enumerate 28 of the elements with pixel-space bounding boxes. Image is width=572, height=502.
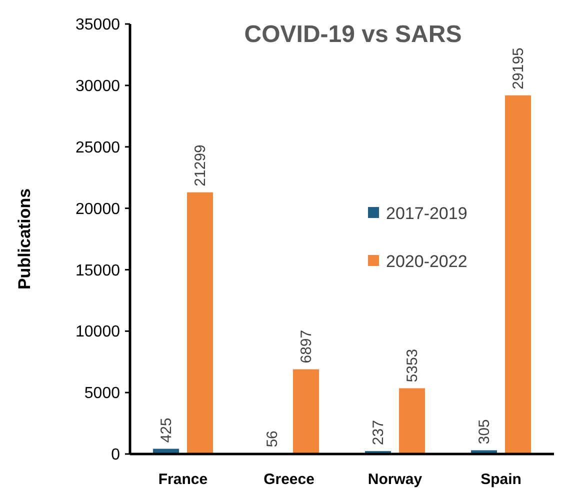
data-label: 21299 bbox=[192, 144, 209, 186]
data-label: 237 bbox=[370, 420, 387, 446]
y-tick-label: 5000 bbox=[84, 385, 120, 402]
legend-label: 2017-2019 bbox=[386, 204, 468, 223]
legend-label: 2020-2022 bbox=[386, 252, 468, 271]
y-tick-label: 15000 bbox=[76, 262, 120, 280]
bar bbox=[505, 95, 531, 454]
x-tick-label: Norway bbox=[368, 471, 423, 488]
bar bbox=[187, 192, 213, 454]
y-tick-label: 20000 bbox=[76, 200, 120, 218]
y-tick-label: 35000 bbox=[76, 16, 120, 34]
y-tick-label: 30000 bbox=[76, 78, 120, 96]
bar bbox=[293, 369, 319, 454]
data-label: 5353 bbox=[404, 348, 421, 382]
data-label: 425 bbox=[158, 418, 175, 443]
bar bbox=[399, 388, 425, 454]
x-tick-label: France bbox=[158, 471, 208, 488]
data-label: 305 bbox=[476, 419, 493, 444]
y-tick-label: 25000 bbox=[76, 139, 120, 156]
y-tick-label: 10000 bbox=[76, 324, 120, 341]
x-tick-label: Spain bbox=[480, 471, 522, 488]
data-label: 6897 bbox=[298, 330, 315, 364]
y-tick-label: 0 bbox=[111, 446, 120, 464]
y-axis-title: Publications bbox=[15, 188, 34, 290]
data-label: 29195 bbox=[510, 48, 527, 90]
x-tick-label: Greece bbox=[264, 471, 314, 488]
data-label: 56 bbox=[264, 430, 281, 448]
chart-title: COVID-19 vs SARS bbox=[244, 21, 462, 48]
